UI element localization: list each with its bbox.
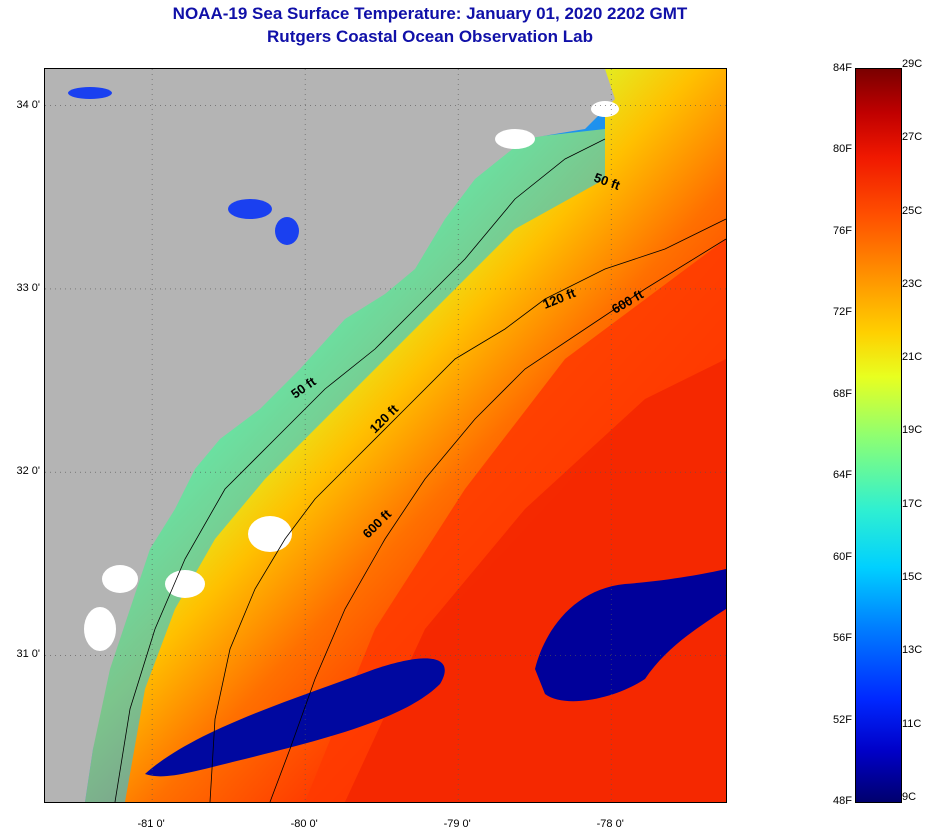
colorbar-fahrenheit-label: 56F: [833, 632, 852, 645]
colorbar-celsius-label: 17C: [902, 497, 923, 510]
colorbar-fahrenheit-label: 64F: [833, 469, 852, 482]
colorbar-fahrenheit-label: 48F: [833, 795, 852, 807]
inland-lake: [228, 199, 272, 219]
map-title: NOAA-19 Sea Surface Temperature: January…: [172, 4, 688, 23]
colorbar-fahrenheit-label: 60F: [833, 550, 852, 563]
cold-eddy-southwest: [145, 658, 445, 777]
colorbar-fahrenheit-label: 84F: [833, 62, 852, 74]
gridlines: [45, 69, 726, 802]
inland-lake: [275, 217, 299, 245]
colorbar-celsius-label: 9C: [902, 790, 917, 803]
longitude-tick-label: -80 0': [290, 818, 318, 830]
colorbar-fahrenheit-label: 52F: [833, 713, 852, 726]
sst-map[interactable]: 50 ft 50 ft 120 ft 120 ft 600 ft 600 ft: [44, 68, 727, 803]
contour-120ft-line: [209, 218, 726, 802]
sst-map-svg: 50 ft 50 ft 120 ft 120 ft 600 ft 600 ft: [45, 69, 726, 802]
cloud-cover: [84, 101, 619, 651]
contour-600ft-line: [269, 238, 726, 802]
latitude-tick-label: 32 0': [16, 465, 40, 478]
colorbar-celsius-label: 21C: [902, 351, 923, 364]
gulf-stream-core: [345, 359, 726, 802]
colorbar-fahrenheit-label: 72F: [833, 306, 852, 319]
latitude-tick-label: 31 0': [16, 648, 40, 661]
colorbar-celsius-label: 29C: [902, 57, 923, 70]
colorbar-celsius-label: 15C: [902, 571, 923, 584]
colorbar-fahrenheit-label: 68F: [833, 387, 852, 400]
colorbar-celsius-label: 23C: [902, 277, 923, 290]
longitude-tick-label: -81 0': [137, 818, 165, 830]
colorbar-celsius-label: 11C: [902, 717, 922, 730]
longitude-tick-label: -78 0': [596, 818, 624, 830]
colorbar-fahrenheit-label: 80F: [833, 143, 852, 156]
contour-50ft-line: [114, 138, 606, 802]
land-area: [45, 69, 615, 802]
colorbar-celsius-label: 13C: [902, 644, 923, 657]
colorbar-fahrenheit-label: 76F: [833, 224, 852, 237]
map-subtitle: Rutgers Coastal Ocean Observation Lab: [267, 27, 593, 46]
latitude-tick-label: 34 0': [16, 98, 40, 111]
inland-lake: [68, 87, 112, 99]
longitude-tick-label: -79 0': [443, 818, 471, 830]
temperature-colorbar: [855, 68, 902, 803]
cold-eddy-east: [535, 569, 726, 702]
colorbar-celsius-label: 19C: [902, 424, 923, 437]
colorbar-celsius-label: 27C: [902, 131, 923, 144]
latitude-tick-label: 33 0': [16, 281, 40, 294]
colorbar-celsius-label: 25C: [902, 204, 923, 217]
